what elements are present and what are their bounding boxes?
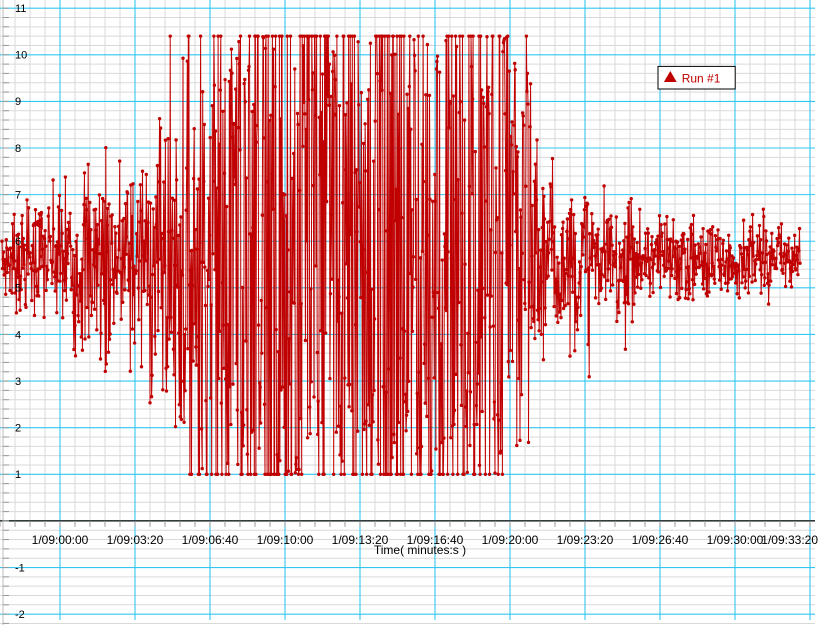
svg-text:6: 6 — [15, 236, 21, 248]
svg-text:5: 5 — [15, 283, 21, 295]
svg-text:7: 7 — [15, 189, 21, 201]
svg-text:1/09:23:20: 1/09:23:20 — [557, 533, 614, 547]
svg-text:4: 4 — [15, 329, 21, 341]
svg-text:10: 10 — [15, 50, 27, 62]
svg-text:1/09:10:00: 1/09:10:00 — [257, 533, 314, 547]
svg-text:3: 3 — [15, 376, 21, 388]
svg-text:Run #1: Run #1 — [682, 72, 721, 86]
svg-text:9: 9 — [15, 96, 21, 108]
svg-text:-2: -2 — [15, 609, 25, 621]
svg-text:Time( minutes:s ): Time( minutes:s ) — [374, 543, 466, 557]
svg-text:1/09:06:40: 1/09:06:40 — [182, 533, 239, 547]
svg-text:1/09:30:00: 1/09:30:00 — [707, 533, 764, 547]
svg-text:1/09:20:00: 1/09:20:00 — [482, 533, 539, 547]
svg-text:11: 11 — [15, 3, 26, 15]
svg-text:1/09:03:20: 1/09:03:20 — [107, 533, 164, 547]
svg-text:1/09:33:20: 1/09:33:20 — [761, 533, 818, 547]
svg-text:8: 8 — [15, 143, 21, 155]
svg-text:-1: -1 — [15, 562, 25, 574]
svg-text:1/09:26:40: 1/09:26:40 — [632, 533, 689, 547]
svg-text:2: 2 — [15, 422, 21, 434]
svg-text:1/09:00:00: 1/09:00:00 — [32, 533, 89, 547]
svg-text:1: 1 — [15, 469, 21, 481]
